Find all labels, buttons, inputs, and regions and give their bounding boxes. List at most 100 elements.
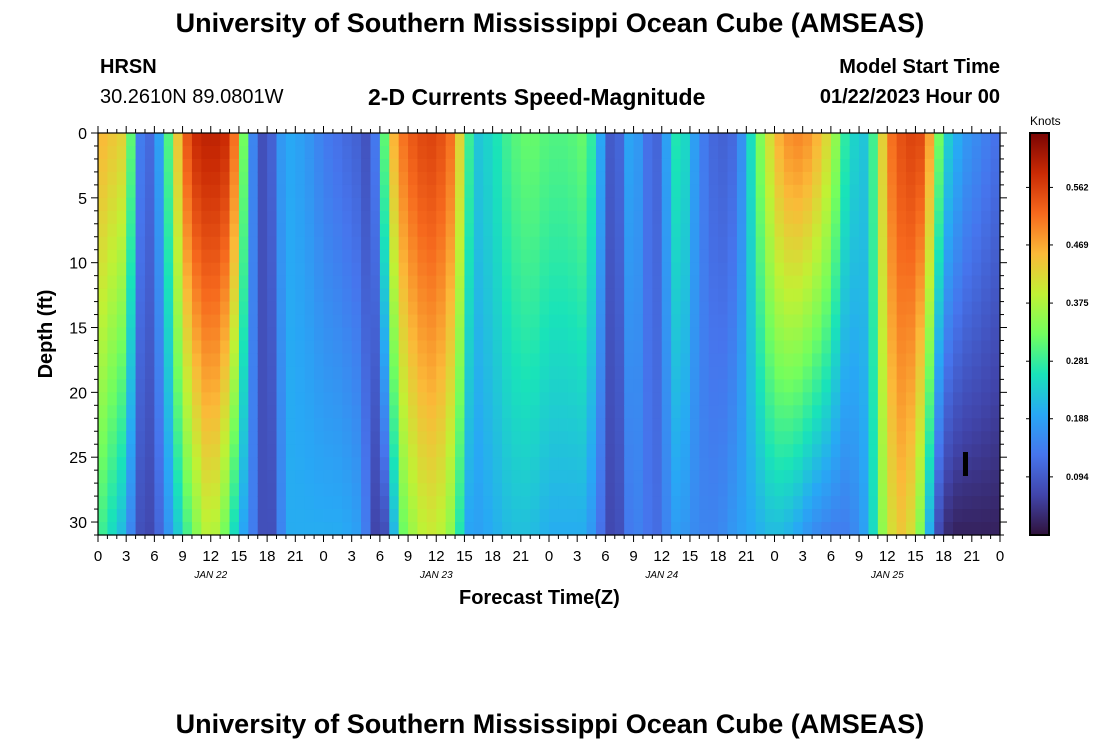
x-tick-label: 21 <box>738 548 755 565</box>
heatmap-cell <box>464 171 475 186</box>
heatmap-cell <box>605 418 616 432</box>
heatmap-cell <box>455 431 466 445</box>
heatmap-cell <box>238 522 249 536</box>
heatmap-cell <box>736 418 747 432</box>
heatmap-cell <box>323 210 334 225</box>
heatmap-cell <box>934 353 945 368</box>
heatmap-cell <box>370 158 381 173</box>
heatmap-cell <box>708 314 719 329</box>
heatmap-cell <box>821 522 832 536</box>
heatmap-cell <box>708 223 719 238</box>
heatmap-cell <box>802 236 813 251</box>
heatmap-cell <box>361 366 372 380</box>
heatmap-cell <box>652 236 663 251</box>
heatmap-cell <box>896 301 907 316</box>
heatmap-cell <box>408 210 419 225</box>
heatmap-cell <box>483 457 494 471</box>
heatmap-cell <box>248 301 259 316</box>
heatmap-cell <box>445 392 456 406</box>
heatmap-cell <box>436 379 447 393</box>
heatmap-cell <box>718 158 729 173</box>
heatmap-cell <box>361 197 372 212</box>
heatmap-cell <box>379 133 390 147</box>
heatmap-cell <box>661 184 672 199</box>
heatmap-cell <box>191 509 202 523</box>
heatmap-cell <box>859 353 870 368</box>
heatmap-cell <box>238 262 249 277</box>
heatmap-cell <box>379 418 390 432</box>
heatmap-cell <box>351 301 362 316</box>
heatmap-cell <box>332 158 343 173</box>
heatmap-cell <box>783 366 794 380</box>
heatmap-cell <box>455 366 466 380</box>
heatmap-cell <box>361 431 372 445</box>
heatmap-cell <box>229 171 240 186</box>
heatmap-cell <box>859 444 870 458</box>
heatmap-cell <box>689 314 700 329</box>
heatmap-cell <box>765 353 776 368</box>
heatmap-cell <box>408 262 419 277</box>
heatmap-cell <box>783 496 794 510</box>
heatmap-cell <box>351 236 362 251</box>
heatmap-cell <box>539 158 550 173</box>
heatmap-cell <box>295 353 306 368</box>
heatmap-cell <box>370 418 381 432</box>
heatmap-cell <box>624 288 635 303</box>
heatmap-cell <box>323 158 334 173</box>
heatmap-cell <box>389 522 400 536</box>
heatmap-cell <box>727 418 738 432</box>
heatmap-cell <box>257 171 268 186</box>
heatmap-cell <box>624 431 635 445</box>
heatmap-cell <box>267 470 278 484</box>
heatmap-cell <box>370 171 381 186</box>
heatmap-cell <box>276 249 287 264</box>
heatmap-cell <box>718 496 729 510</box>
heatmap-cell <box>633 392 644 406</box>
heatmap-cell <box>201 184 212 199</box>
heatmap-cell <box>144 314 155 329</box>
heatmap-cell <box>783 405 794 419</box>
heatmap-cell <box>708 431 719 445</box>
heatmap-cell <box>351 210 362 225</box>
heatmap-cell <box>323 262 334 277</box>
heatmap-cell <box>755 314 766 329</box>
heatmap-cell <box>877 457 888 471</box>
heatmap-cell <box>953 314 964 329</box>
heatmap-cell <box>229 340 240 355</box>
heatmap-cell <box>417 327 428 342</box>
heatmap-cell <box>267 405 278 419</box>
heatmap-cell <box>774 262 785 277</box>
heatmap-cell <box>652 496 663 510</box>
heatmap-cell <box>567 236 578 251</box>
heatmap-cell <box>812 262 823 277</box>
heatmap-cell <box>539 314 550 329</box>
heatmap-cell <box>492 171 503 186</box>
heatmap-cell <box>154 184 165 199</box>
heatmap-cell <box>586 288 597 303</box>
heatmap-cell <box>248 236 259 251</box>
heatmap-cell <box>98 392 108 406</box>
heatmap-cell <box>201 223 212 238</box>
heatmap-cell <box>370 288 381 303</box>
heatmap-cell <box>361 379 372 393</box>
heatmap-cell <box>727 457 738 471</box>
heatmap-cell <box>624 327 635 342</box>
heatmap-cell <box>210 405 221 419</box>
heatmap-cell <box>661 262 672 277</box>
heatmap-cell <box>144 418 155 432</box>
heatmap-cell <box>727 288 738 303</box>
heatmap-cell <box>755 301 766 316</box>
heatmap-cell <box>361 327 372 342</box>
heatmap-cell <box>154 470 165 484</box>
heatmap-cell <box>238 353 249 368</box>
heatmap-cell <box>802 418 813 432</box>
heatmap-cell <box>379 496 390 510</box>
heatmap-cell <box>962 327 973 342</box>
heatmap-cell <box>614 249 625 264</box>
heatmap-cell <box>671 288 682 303</box>
heatmap-cell <box>502 522 513 536</box>
heatmap-cell <box>689 431 700 445</box>
heatmap-cell <box>990 379 1001 393</box>
heatmap-cell <box>934 522 945 536</box>
